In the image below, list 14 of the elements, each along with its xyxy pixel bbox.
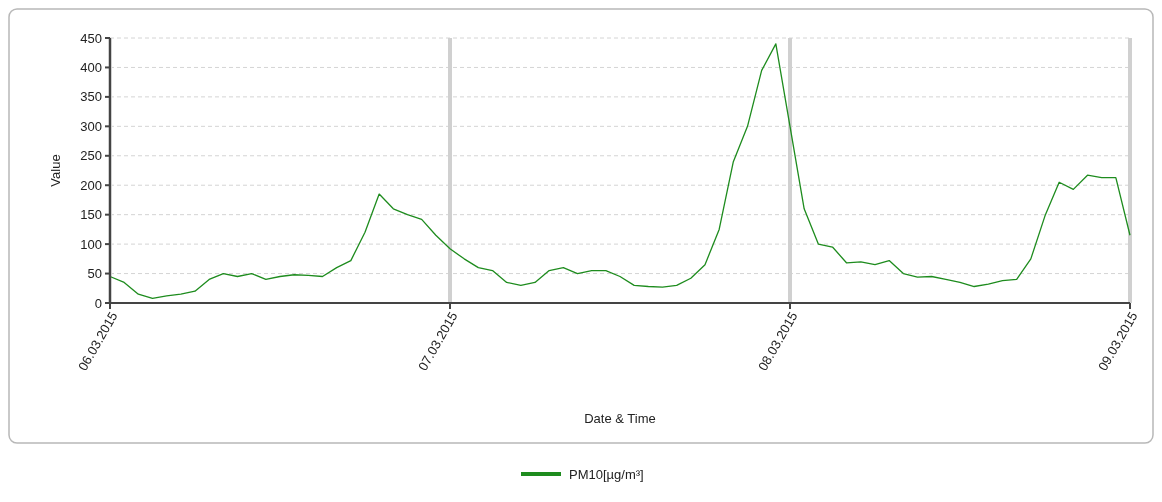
y-tick-label: 350 xyxy=(80,89,102,105)
y-tick-label: 450 xyxy=(80,30,102,46)
y-tick-label: 250 xyxy=(80,148,102,164)
legend-label: PM10[µg/m³] xyxy=(569,466,644,482)
y-tick-label: 400 xyxy=(80,59,102,75)
line-series xyxy=(109,43,1131,299)
y-tick-label: 300 xyxy=(80,118,102,134)
x-axis-title: Date & Time xyxy=(584,411,656,426)
y-tick-label: 150 xyxy=(80,207,102,223)
y-tick-label: 100 xyxy=(80,236,102,252)
y-tick-label: 0 xyxy=(94,295,102,311)
y-axis-title: Value xyxy=(48,154,63,187)
y-tick-label: 50 xyxy=(87,266,102,282)
y-tick-label: 200 xyxy=(80,177,102,193)
